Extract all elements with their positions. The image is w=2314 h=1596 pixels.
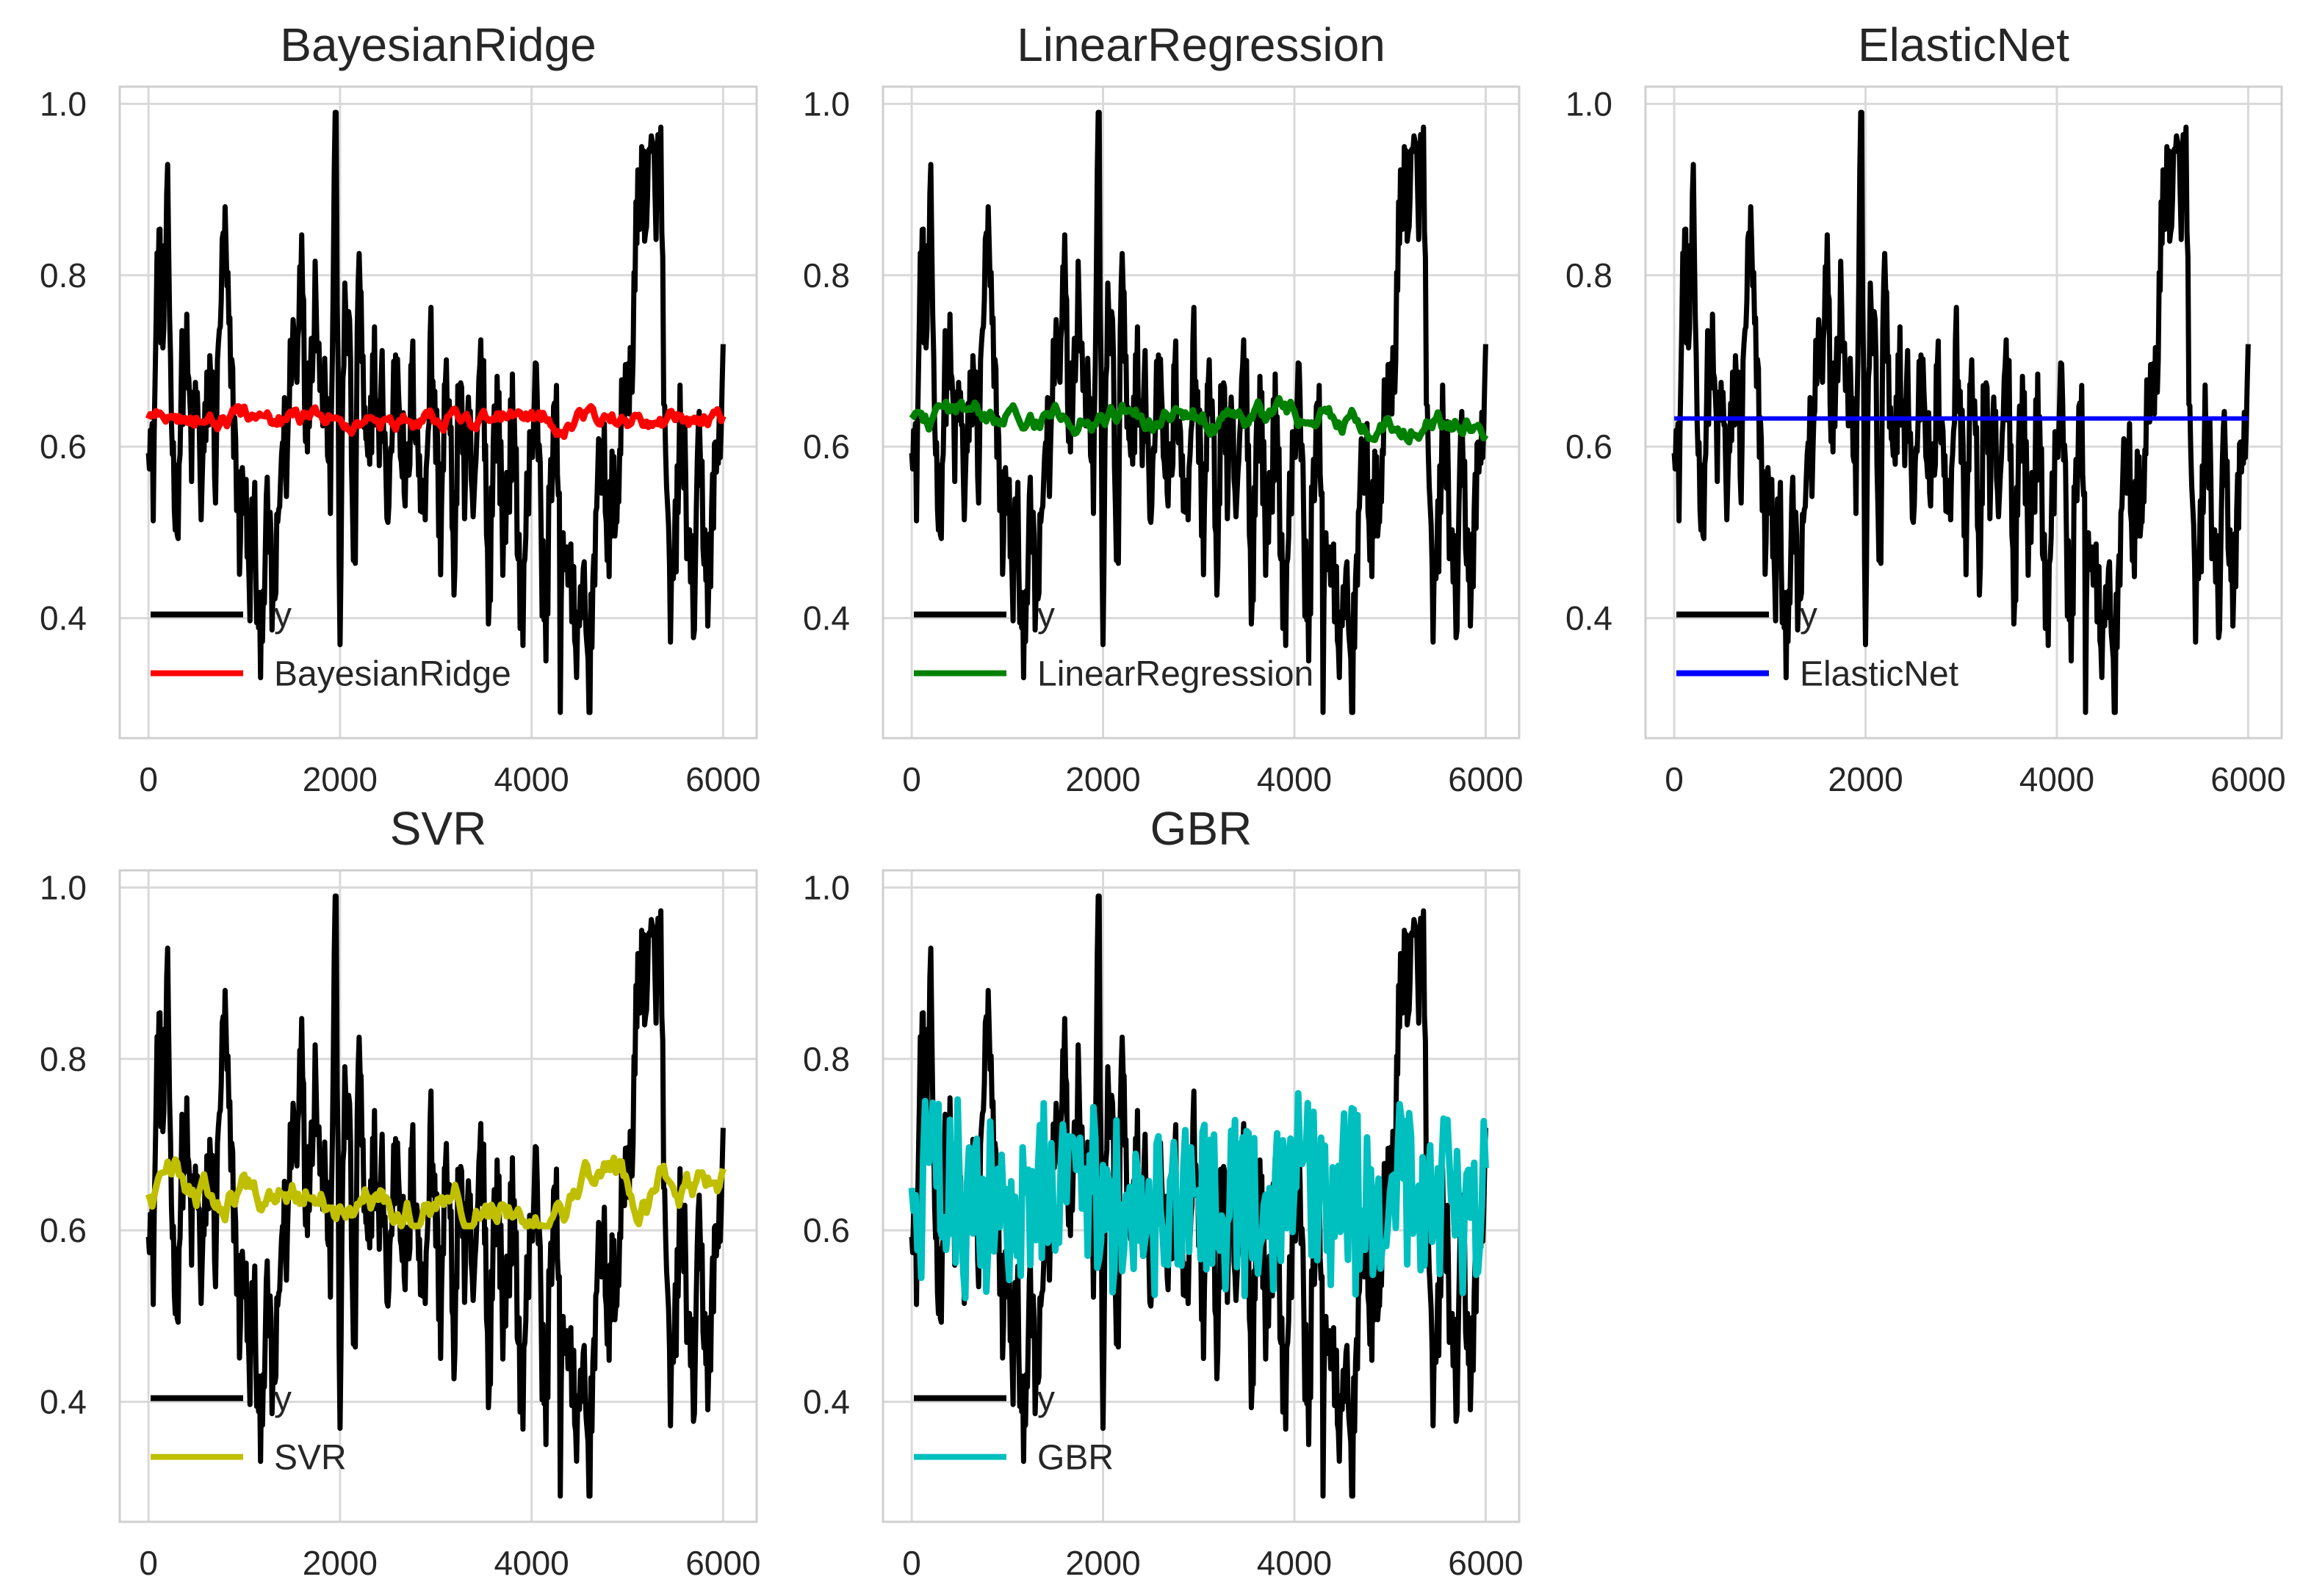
x-tick-label: 2000 [1065,760,1140,798]
y-tick-label: 0.8 [803,1040,850,1078]
legend-label: BayesianRidge [274,655,511,694]
y-tick-label: 0.8 [40,1040,87,1078]
chart-title: GBR [1150,802,1252,855]
legend-label: LinearRegression [1037,655,1313,694]
axes-frame [118,85,758,740]
y-tick-label: 1.0 [40,868,87,906]
legend-label: SVR [274,1439,347,1478]
x-tick-label: 4000 [1257,760,1332,798]
y-tick-label: 0.6 [40,427,87,466]
legend: y LinearRegression [914,596,1313,694]
x-tick-label: 6000 [1448,760,1523,798]
x-tick-label: 2000 [1065,1544,1140,1582]
x-tick-label: 2000 [1828,760,1903,798]
subplot-gbr: GBR 0 2000 4000 6000 0.4 0.6 0.8 1.0 y GBR [803,802,1524,1582]
x-tick-label: 2000 [303,760,378,798]
legend: y ElasticNet [1676,596,1958,694]
chart-title: ElasticNet [1858,18,2069,71]
legend-label: ElasticNet [1800,655,1958,694]
y-tick-label: 0.8 [40,256,87,295]
chart-title: SVR [390,802,487,855]
legend-label: y [274,1380,292,1419]
x-tick-label: 2000 [303,1544,378,1582]
axes-frame [882,85,1521,740]
y-tick-label: 0.6 [803,427,850,466]
series-line-gbr [908,1090,1489,1301]
subplot-elasticnet: ElasticNet 0 2000 4000 6000 0.4 0.6 0.8 1.0 y Elas… [1565,18,2286,798]
series-line-y [909,109,1488,715]
legend: y SVR [151,1380,347,1478]
chart-title: LinearRegression [1017,18,1385,71]
series-line-svr [145,1155,727,1230]
x-tick-label: 4000 [1257,1544,1332,1582]
y-tick-label: 1.0 [803,868,850,906]
y-tick-label: 0.6 [1565,427,1612,466]
chart-title: BayesianRidge [280,18,596,71]
x-tick-label: 4000 [2019,760,2094,798]
axes-frame [1644,85,2283,740]
series-line-linearregression [909,394,1489,446]
y-tick-label: 0.8 [1565,256,1612,295]
y-tick-label: 1.0 [803,84,850,123]
y-tick-label: 1.0 [40,84,87,123]
y-tick-label: 0.4 [40,599,87,638]
x-tick-label: 6000 [1448,1544,1523,1582]
y-tick-label: 0.6 [40,1211,87,1249]
y-tick-label: 0.4 [1565,599,1612,638]
axes-frame [882,869,1521,1523]
x-tick-label: 4000 [494,1544,569,1582]
legend-label: y [1037,596,1055,635]
series-line-bayesianridge [145,402,727,440]
y-tick-label: 0.4 [803,1383,850,1421]
series-line-y [1671,109,2251,715]
axes-frame [118,869,758,1523]
x-tick-label: 0 [1665,760,1684,798]
legend: y BayesianRidge [151,596,511,694]
subplot-linearregression: LinearRegression 0 2000 4000 6000 0.4 0.6 0.8 1.… [803,18,1524,798]
legend: y GBR [914,1380,1114,1478]
series-line-y [145,109,726,715]
subplot-svr: SVR 0 2000 4000 6000 0.4 0.6 0.8 1.0 y SVR [40,802,760,1582]
x-tick-label: 6000 [685,760,760,798]
legend-label: y [274,596,292,635]
x-tick-label: 4000 [494,760,569,798]
x-tick-label: 0 [902,760,921,798]
y-tick-label: 0.4 [803,599,850,638]
x-tick-label: 6000 [2210,760,2285,798]
y-tick-label: 0.6 [803,1211,850,1249]
x-tick-label: 0 [139,1544,158,1582]
legend-label: GBR [1037,1439,1114,1478]
x-tick-label: 6000 [685,1544,760,1582]
y-tick-label: 0.8 [803,256,850,295]
x-tick-label: 0 [902,1544,921,1582]
legend-label: y [1037,1380,1055,1419]
y-tick-label: 0.4 [40,1383,87,1421]
x-tick-label: 0 [139,760,158,798]
legend-label: y [1800,596,1817,635]
y-tick-label: 1.0 [1565,84,1612,123]
